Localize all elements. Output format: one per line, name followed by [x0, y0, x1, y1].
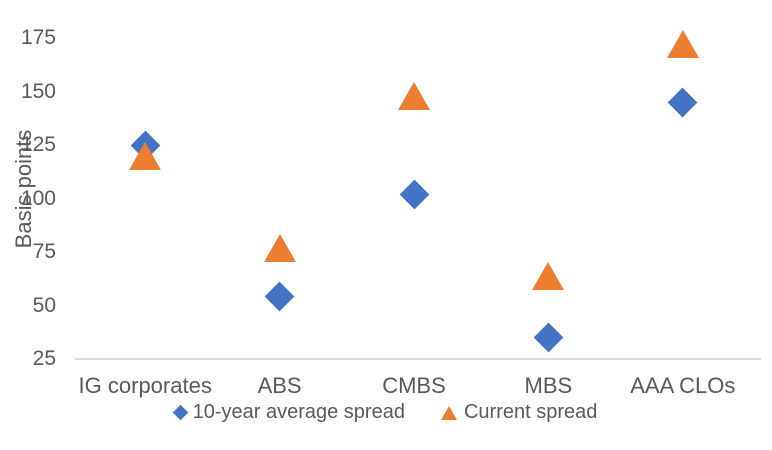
x-category-label-ig-corporates: IG corporates	[78, 373, 212, 398]
marker-10-year-average-spread-abs	[264, 282, 295, 312]
marker-current-spread-aaa-clos	[666, 30, 699, 59]
y-tick-label-75: 75	[32, 240, 56, 263]
marker-10-year-average-spread-aaa-clos	[667, 87, 698, 118]
marker-current-spread-mbs	[532, 261, 565, 290]
marker-current-spread-ig-corporates	[129, 141, 162, 170]
marker-current-spread-abs	[263, 233, 296, 262]
diamond-icon	[172, 404, 188, 421]
legend-label: Current spread	[463, 401, 598, 423]
marker-current-spread-cmbs	[398, 81, 430, 110]
x-category-label-aaa-clos: AAA CLOs	[630, 373, 736, 398]
x-category-label-mbs: MBS	[524, 373, 573, 398]
x-category-label-abs: ABS	[257, 373, 302, 398]
legend-label: 10-year average spread	[192, 401, 405, 423]
legend-item-10-year-average-spread: 10-year average spread	[172, 401, 405, 424]
x-axis-line	[75, 358, 761, 360]
y-tick-label-100: 100	[20, 186, 56, 210]
legend-item-current-spread: Current spread	[440, 401, 598, 424]
y-tick-label-25: 25	[32, 347, 56, 370]
legend: 10-year average spread Current spread	[0, 401, 772, 424]
y-tick-label-175: 175	[20, 26, 56, 49]
y-tick-label-125: 125	[20, 133, 56, 156]
y-tick-label-150: 150	[20, 79, 56, 103]
x-category-label-cmbs: CMBS	[382, 373, 446, 398]
marker-10-year-average-spread-mbs	[533, 322, 564, 353]
marker-10-year-average-spread-cmbs	[399, 179, 429, 210]
triangle-icon	[440, 405, 457, 420]
y-tick-label-50: 50	[32, 293, 56, 317]
